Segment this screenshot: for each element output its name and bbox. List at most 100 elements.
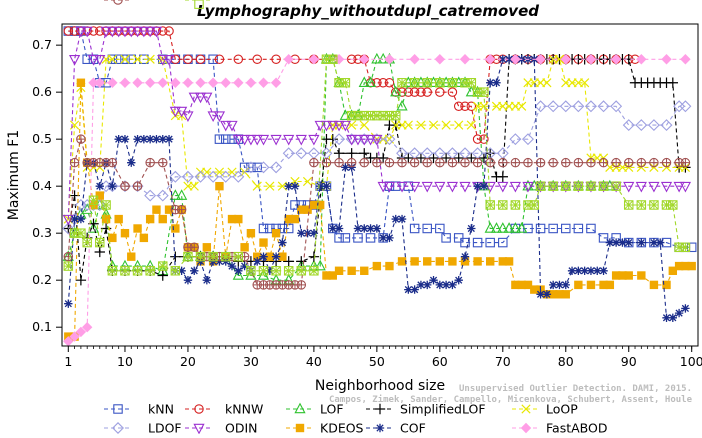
data-point-knn — [441, 233, 451, 243]
data-point-lof — [490, 222, 503, 233]
data-point-simplifiedlof — [333, 148, 345, 159]
data-point-ldf — [63, 251, 74, 262]
data-point-fastabod — [182, 77, 194, 88]
data-point-lof — [522, 179, 534, 191]
data-point-loop — [252, 181, 262, 191]
data-point-cof — [404, 285, 413, 294]
data-point-inflo — [145, 266, 155, 276]
data-point-simplifiedlof — [403, 152, 414, 164]
data-point-inflo — [246, 266, 256, 276]
data-point-knn — [277, 223, 288, 234]
data-point-cof — [108, 181, 117, 191]
data-point-knnw — [183, 54, 193, 65]
data-point-kdeos — [624, 271, 633, 280]
data-point-inflo — [397, 78, 407, 88]
data-point-loop — [265, 181, 275, 191]
data-point-ldf — [384, 157, 395, 168]
data-point-kdeos — [315, 200, 325, 210]
legend-marker-loop — [521, 404, 531, 414]
data-point-ldof — [194, 170, 207, 183]
data-point-ldf — [460, 157, 470, 168]
data-point-knnw — [422, 87, 432, 97]
y-tick-label: 0.4 — [32, 178, 52, 193]
data-point-kdeos — [234, 214, 243, 224]
data-point-simplifiedlof — [440, 152, 452, 164]
data-point-fastabod — [585, 54, 597, 65]
data-point-cof — [70, 214, 79, 224]
data-point-kdeos — [95, 191, 104, 200]
data-point-kdeos — [76, 78, 86, 87]
series-line-lof — [67, 58, 610, 281]
data-point-kdeos — [530, 285, 539, 294]
data-point-inflo — [623, 200, 634, 210]
data-point-cof — [372, 224, 382, 233]
legend-item-inflo: INFLO — [185, 0, 262, 9]
data-point-knnw — [88, 26, 99, 36]
data-point-simplifiedlof — [497, 171, 508, 182]
data-point-ldf — [548, 157, 558, 168]
data-point-ldf — [485, 157, 495, 168]
data-point-kdeos — [152, 205, 161, 214]
data-point-kdeos — [303, 205, 312, 214]
data-point-cof — [240, 261, 249, 271]
data-point-kdeos — [511, 280, 520, 290]
data-point-inflo — [561, 181, 571, 191]
data-point-kdeos — [120, 228, 130, 238]
data-point-kdeos — [253, 252, 262, 261]
data-point-kdeos — [397, 257, 407, 266]
x-tick-label: 90 — [621, 354, 637, 369]
data-point-cof — [473, 181, 482, 191]
legend-item-odin: ODIN — [185, 421, 258, 436]
data-point-inflo — [535, 181, 546, 191]
data-point-inflo — [95, 237, 105, 248]
data-point-knnw — [346, 54, 357, 65]
legend-marker-knnw — [194, 404, 204, 414]
data-point-inflo — [258, 266, 269, 276]
legend-item-simplifiedlof: SimplifiedLOF — [366, 402, 486, 417]
x-tick-label: 100 — [680, 354, 702, 369]
legend-marker-odin — [193, 423, 205, 435]
data-point-ldf — [598, 157, 609, 168]
data-point-loop — [189, 181, 199, 191]
data-point-kdeos — [360, 266, 369, 275]
data-point-cof — [145, 134, 155, 144]
data-point-inflo — [309, 266, 319, 276]
data-point-ldf — [510, 157, 521, 168]
data-point-knn — [409, 223, 420, 234]
data-point-ldf — [107, 157, 118, 168]
data-point-odin — [459, 181, 471, 193]
data-point-ldf — [120, 181, 130, 191]
data-point-fastabod — [434, 54, 446, 65]
data-point-cof — [353, 224, 363, 233]
data-point-kdeos — [108, 233, 117, 243]
data-point-ldf — [535, 157, 546, 168]
data-point-lof — [396, 99, 408, 111]
data-point-knn — [422, 223, 432, 234]
legend-item-lof: LOF — [286, 402, 344, 417]
data-point-cof — [158, 134, 167, 144]
data-point-cof — [593, 266, 602, 275]
data-point-simplifiedlof — [377, 152, 389, 164]
legend-item-knnw: kNNW — [185, 402, 263, 417]
legend-label-kdeos: KDEOS — [320, 421, 364, 435]
data-point-loop — [517, 101, 527, 111]
data-point-odin — [220, 120, 232, 132]
data-point-ldf — [359, 157, 370, 168]
data-point-knnw — [466, 101, 477, 112]
data-point-fastabod — [88, 77, 99, 88]
data-point-cof — [580, 266, 589, 275]
data-point-knnw — [233, 54, 244, 65]
data-point-knnw — [164, 26, 174, 36]
data-point-knn — [353, 233, 363, 243]
data-point-kdeos — [548, 290, 558, 299]
legend-item-loop: LoOP — [512, 402, 578, 417]
data-point-fastabod — [132, 77, 143, 88]
x-tick-label: 60 — [432, 354, 448, 369]
data-point-odin — [232, 134, 244, 146]
y-axis-title: Maximum F1 — [6, 130, 22, 220]
data-point-knnw — [378, 78, 388, 88]
data-point-fastabod — [81, 321, 93, 333]
data-point-odin — [226, 120, 238, 132]
data-point-kdeos — [561, 290, 570, 299]
data-point-cof — [448, 280, 457, 290]
